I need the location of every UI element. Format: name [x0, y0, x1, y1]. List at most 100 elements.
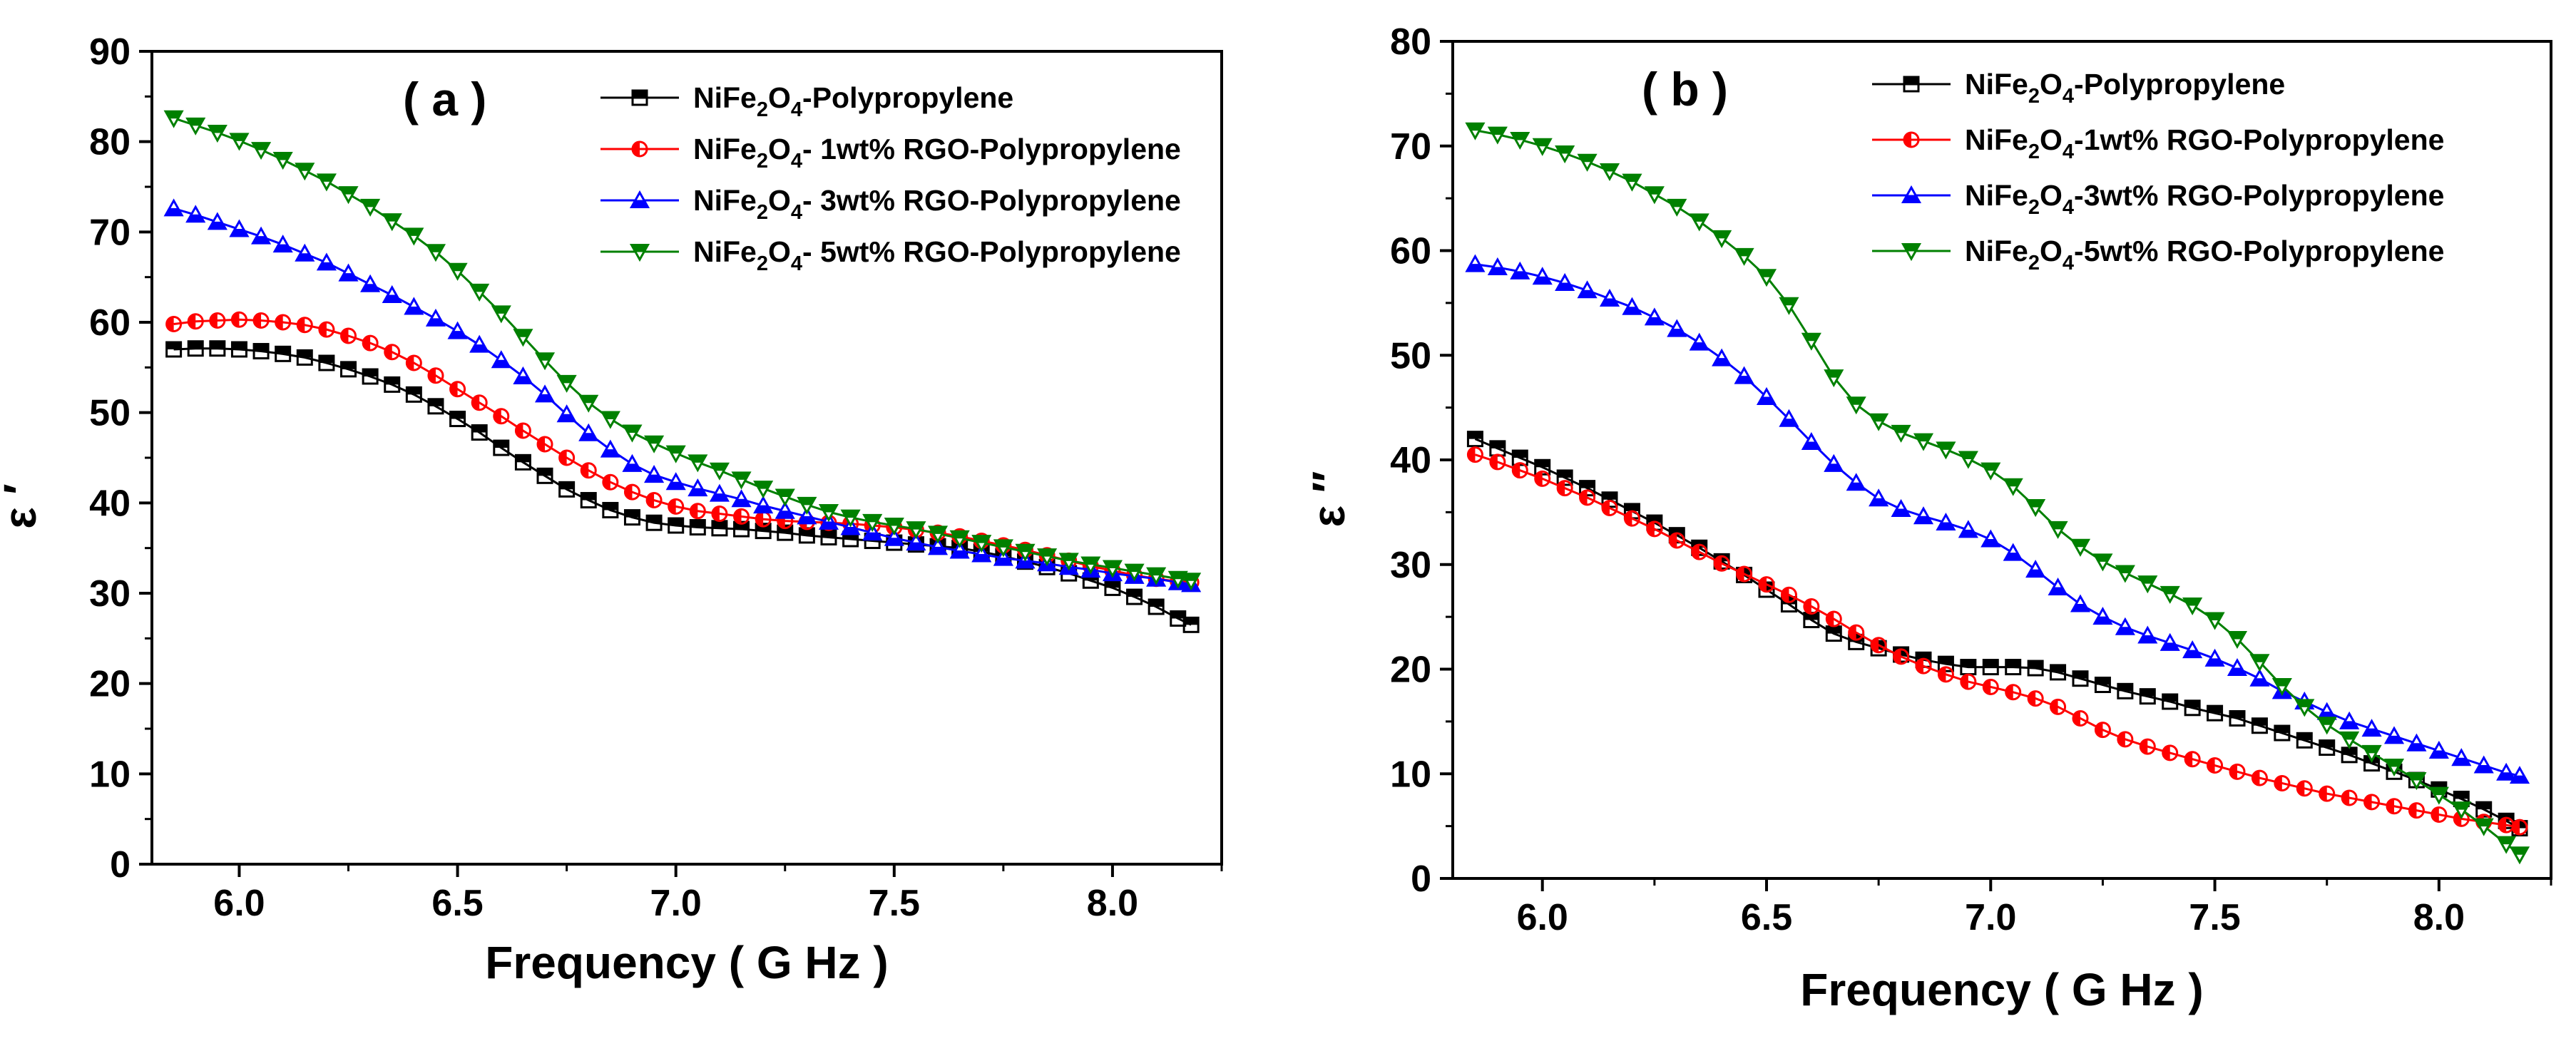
data-point: [2005, 659, 2022, 676]
data-point: [1511, 462, 1528, 479]
x-tick-label: 6.5: [1741, 897, 1792, 938]
data-point: [163, 110, 184, 128]
data-point: [534, 352, 556, 371]
data-point: [384, 344, 401, 361]
data-point: [404, 227, 424, 246]
legend-label: NiFe2O4- 1wt% RGO-Polypropylene: [693, 133, 1181, 173]
panel-b: 6.0 6.5 7.0 7.5 8.0 0 10 20 30 40 50 60 70 80 Frequenc…: [1303, 21, 2552, 1015]
data-point: [2361, 719, 2382, 737]
data-point: [711, 520, 728, 537]
data-point: [753, 481, 774, 499]
data-point: [733, 508, 750, 525]
data-point: [185, 117, 206, 135]
data-point: [2048, 577, 2068, 596]
data-point: [2428, 740, 2449, 759]
y-tick-label: 80: [1390, 21, 1431, 63]
data-point: [207, 212, 228, 230]
data-point: [405, 354, 422, 371]
panel-label: ( b ): [1642, 63, 1728, 116]
x-tick-label: 7.5: [2189, 897, 2240, 938]
data-point: [536, 467, 553, 484]
data-point: [1756, 386, 1777, 405]
data-point: [1848, 624, 1865, 641]
data-point: [775, 501, 795, 519]
data-point: [2496, 762, 2517, 781]
data-point: [1644, 186, 1665, 205]
data-point: [2451, 801, 2472, 820]
x-tick-label: 8.0: [2413, 897, 2465, 938]
data-point: [2048, 520, 2068, 539]
data-point: [2383, 758, 2405, 777]
data-point: [250, 226, 272, 245]
series-1: [1466, 446, 2528, 836]
data-point: [2003, 543, 2023, 561]
data-point: [1936, 441, 1956, 460]
data-point: [1622, 173, 1642, 192]
data-point: [731, 489, 752, 508]
data-point: [2050, 698, 2067, 715]
data-point: [1780, 586, 1797, 603]
data-point: [165, 341, 183, 358]
legend-item: NiFe2O4-Polypropylene: [1872, 68, 2285, 108]
y-tick-label: 30: [89, 573, 131, 615]
data-point: [252, 343, 270, 360]
data-point: [384, 376, 401, 393]
data-point: [536, 436, 553, 453]
data-point: [230, 341, 247, 358]
y-tick-label: 20: [89, 664, 131, 705]
data-point: [405, 386, 422, 403]
data-point: [2025, 560, 2046, 578]
data-point: [2207, 704, 2224, 722]
data-point: [1913, 506, 1934, 525]
data-point: [1102, 560, 1123, 578]
legend-marker: [1903, 131, 1920, 148]
legend-marker: [629, 244, 650, 262]
data-point: [2341, 747, 2358, 764]
data-point: [558, 449, 576, 466]
data-point: [2473, 755, 2494, 774]
data-point: [1532, 138, 1553, 156]
data-point: [296, 317, 313, 334]
data-point: [1668, 532, 1685, 549]
data-point: [2139, 688, 2156, 705]
data-point: [665, 445, 686, 463]
data-point: [2204, 648, 2225, 667]
data-point: [2227, 630, 2248, 650]
legend-marker: [631, 140, 648, 158]
data-point: [645, 514, 663, 531]
data-point: [2319, 739, 2336, 757]
data-point: [862, 523, 883, 541]
data-point: [1667, 319, 1687, 337]
data-point: [2070, 538, 2091, 557]
legend-item: NiFe2O4-Polypropylene: [600, 81, 1013, 121]
data-point: [425, 308, 446, 327]
data-point: [1534, 470, 1551, 487]
data-point: [2496, 836, 2517, 854]
data-point: [1489, 440, 1506, 457]
data-point: [1510, 131, 1530, 150]
data-point: [2182, 597, 2203, 616]
data-point: [2137, 575, 2158, 594]
data-point: [689, 519, 706, 536]
data-point: [2027, 660, 2044, 677]
data-point: [623, 483, 640, 501]
data-point: [2406, 772, 2427, 791]
legend-label: NiFe2O4-1wt% RGO-Polypropylene: [1965, 123, 2444, 163]
y-tick-label: 80: [89, 122, 131, 163]
data-point: [1712, 230, 1732, 248]
data-point: [2339, 731, 2360, 749]
data-point: [340, 361, 357, 378]
data-point: [797, 506, 817, 525]
data-point: [272, 152, 293, 170]
data-point: [1736, 565, 1753, 583]
data-point: [1825, 625, 1842, 642]
data-point: [1667, 198, 1687, 217]
series-3: [1465, 122, 2530, 865]
data-point: [514, 453, 531, 471]
data-point: [493, 439, 510, 456]
data-point: [471, 424, 488, 441]
data-point: [1801, 431, 1821, 451]
data-point: [1124, 563, 1145, 582]
data-point: [2251, 717, 2268, 734]
series-3: [163, 110, 1202, 591]
